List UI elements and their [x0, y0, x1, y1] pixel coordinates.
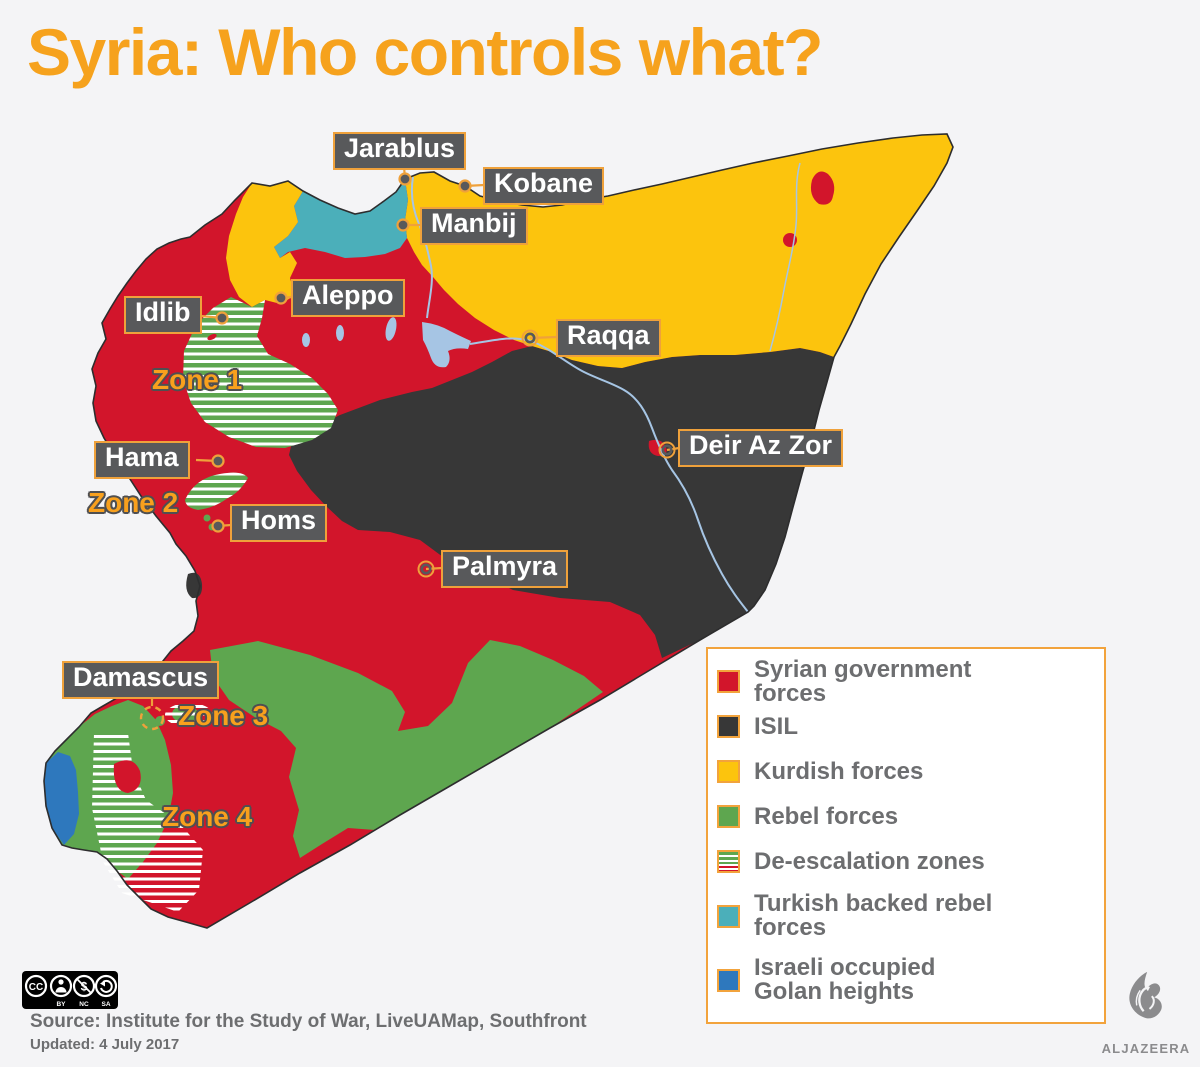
legend-item-israeli-occupied-golan-heights: Israeli occupied Golan heights: [717, 948, 1096, 1012]
city-marker-aleppo: [274, 291, 288, 305]
river-euphrates-north: [410, 176, 433, 319]
city-marker-homs: [211, 519, 225, 533]
legend-swatch-kurdish: [717, 760, 740, 783]
city-marker-palmyra: [420, 563, 432, 575]
legend-swatch-stripes: [717, 850, 740, 873]
city-marker-hama: [211, 454, 225, 468]
pocket-government-idlib: [207, 333, 217, 341]
lake-small: [385, 317, 397, 341]
city-marker-layer: [139, 165, 680, 731]
pocket-government-southwest: [113, 760, 141, 793]
legend-swatch-government: [717, 670, 740, 693]
river-khabur: [769, 162, 801, 352]
legend-item-kurdish-forces: Kurdish forces: [717, 749, 1096, 794]
region-rebel-south: [210, 640, 603, 858]
city-marker-manbij: [396, 218, 410, 232]
city-marker-deir-az-zor: [661, 444, 673, 456]
legend-item-rebel-forces: Rebel forces: [717, 794, 1096, 839]
legend-label: Kurdish forces: [754, 757, 924, 785]
deescalation-zone-2: [185, 472, 248, 510]
deescalation-zone-3: [165, 703, 213, 727]
legend-label: Syrian government forces: [754, 655, 972, 707]
region-golan-heights: [44, 752, 79, 845]
legend-label: ISIL: [754, 712, 799, 740]
lake-small: [336, 325, 344, 341]
page-title: Syria: Who controls what?: [27, 15, 823, 89]
city-marker-kobane: [458, 179, 472, 193]
lake-small: [302, 333, 310, 347]
city-marker-palmyra: [417, 560, 435, 578]
legend-item-de-escalation-zones: De-escalation zones: [717, 839, 1096, 884]
city-marker-raqqa: [524, 332, 536, 344]
lake-assad: [422, 322, 471, 368]
legend-item-turkish-backed-rebel-forces: Turkish backed rebel forces: [717, 884, 1096, 948]
region-isil: [289, 346, 834, 658]
leader-line-deir-az-zor: [666, 446, 680, 452]
legend: Syrian government forces ISIL Kurdish forc…: [706, 647, 1106, 1024]
legend-swatch-rebel: [717, 805, 740, 828]
city-marker-raqqa: [521, 329, 539, 347]
legend-label: De-escalation zones: [754, 847, 985, 875]
legend-label: Rebel forces: [754, 802, 899, 830]
legend-item-syrian-government-forces: Syrian government forces: [717, 655, 1096, 707]
city-marker-idlib: [215, 311, 229, 325]
city-marker-jarablus: [398, 172, 412, 186]
city-marker-damascus: [139, 705, 165, 731]
legend-label: Turkish backed rebel forces: [754, 890, 993, 941]
legend-swatch-golan: [717, 968, 740, 992]
legend-swatch-isil: [717, 715, 740, 738]
city-marker-deir-az-zor: [658, 441, 676, 459]
legend-swatch-turkish: [717, 904, 740, 928]
legend-item-isil: ISIL: [717, 704, 1096, 749]
pocket-government-qamishli: [810, 171, 835, 205]
region-turkish-backed: [274, 179, 408, 258]
region-kurdish-afrin: [226, 181, 303, 307]
legend-label: Israeli occupied Golan heights: [754, 954, 936, 1005]
region-rebel-dot: [203, 514, 211, 522]
deescalation-zone-1: [183, 297, 338, 448]
